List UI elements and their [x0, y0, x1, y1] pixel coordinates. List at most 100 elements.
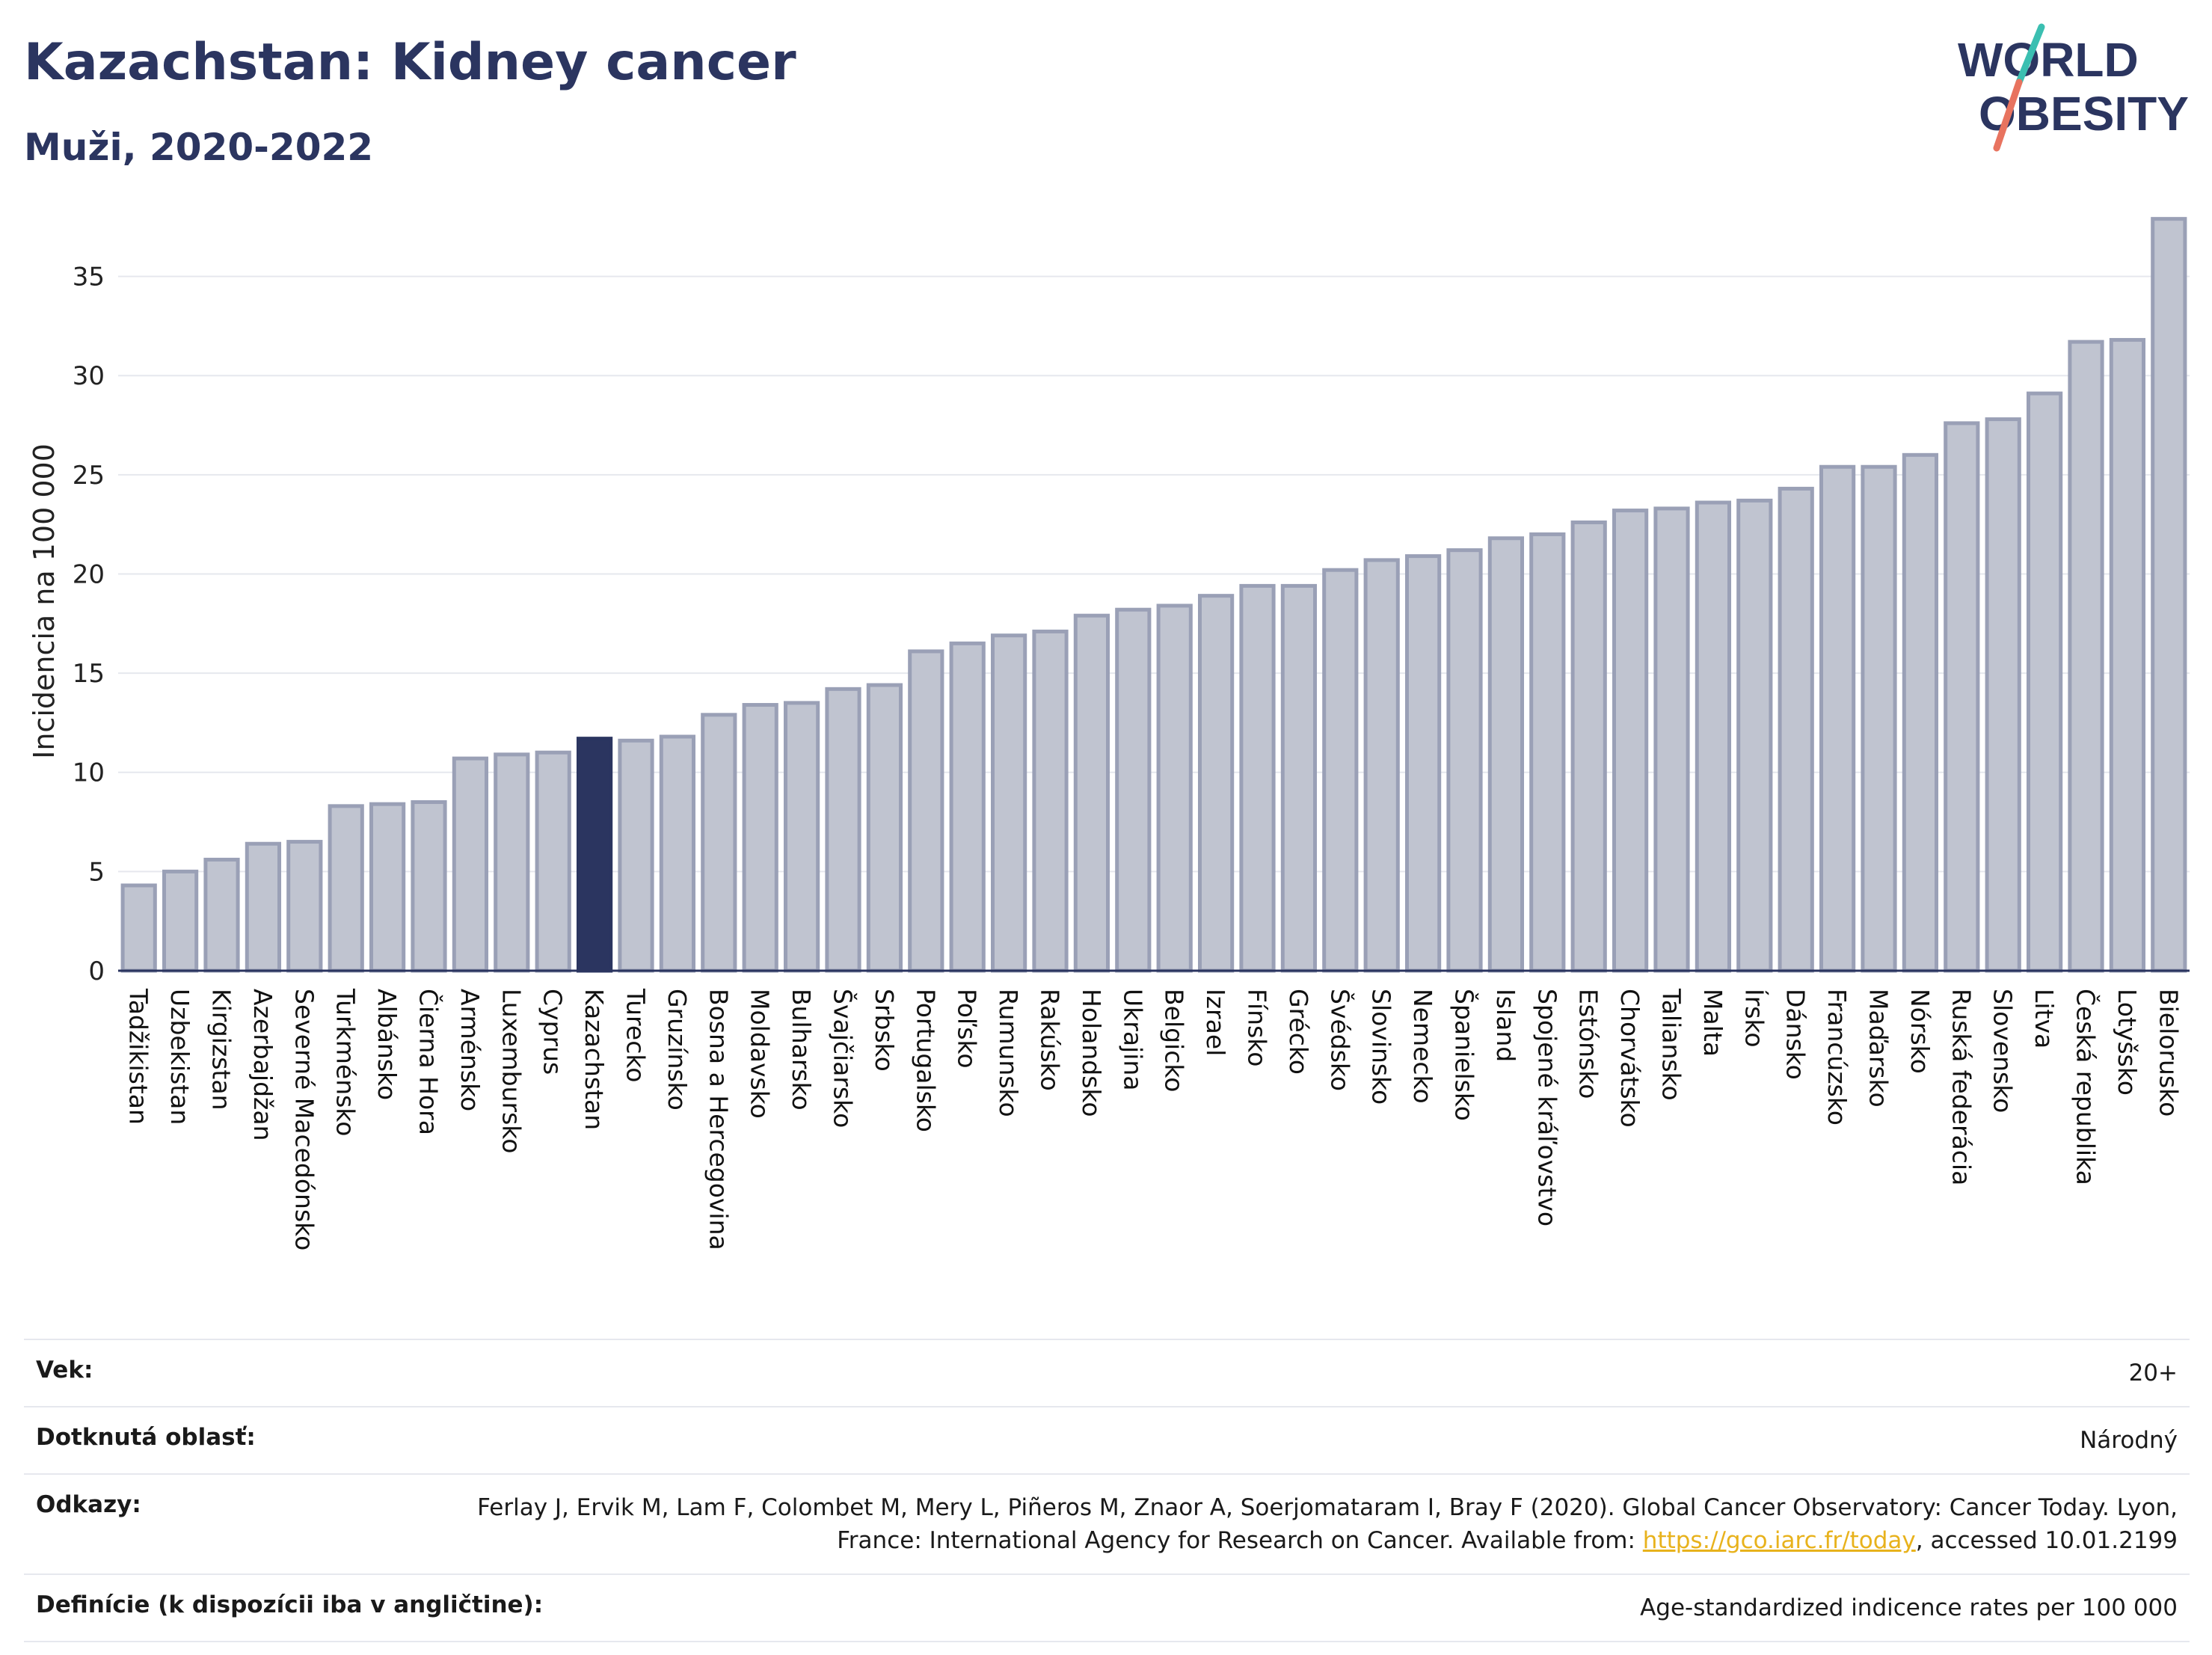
x-tick-label: Čierna Hora	[414, 989, 444, 1135]
x-tick-label: Turkménsko	[331, 988, 360, 1136]
bar[interactable]	[1819, 464, 1856, 973]
bar[interactable]	[1985, 417, 2021, 973]
bar[interactable]	[1736, 498, 1773, 973]
x-tick-label: Nemecko	[1408, 989, 1437, 1104]
bar[interactable]	[535, 750, 571, 973]
bar[interactable]	[1570, 521, 1607, 973]
bar[interactable]	[618, 738, 654, 973]
info-row-definitions: Definície (k dispozícii iba v angličtine…	[24, 1573, 2190, 1642]
bar[interactable]	[783, 701, 820, 973]
bar[interactable]	[1363, 558, 1400, 973]
y-tick-label: 30	[73, 361, 105, 391]
bar[interactable]	[990, 633, 1027, 973]
x-tick-label: Ukrajina	[1118, 989, 1147, 1091]
bar[interactable]	[825, 687, 861, 973]
bar[interactable]	[949, 641, 986, 973]
bar[interactable]	[203, 857, 240, 973]
x-tick-label: Uzbekistan	[165, 989, 194, 1125]
x-tick-label: Maďarsko	[1864, 989, 1893, 1108]
age-label: Vek:	[36, 1357, 93, 1384]
definitions-value: Age-standardized indicence rates per 100…	[1640, 1594, 2178, 1621]
bar[interactable]	[1280, 583, 1318, 973]
x-tick-label: Izrael	[1201, 989, 1230, 1056]
x-tick-label: Chorvátsko	[1615, 989, 1644, 1128]
bar[interactable]	[1197, 594, 1235, 973]
x-tick-label: Nórsko	[1905, 989, 1935, 1074]
age-value: 20+	[2128, 1360, 2178, 1387]
bar[interactable]	[120, 883, 157, 973]
x-tick-label: Litva	[2030, 989, 2059, 1048]
bar[interactable]	[2026, 391, 2063, 973]
x-tick-label: Lotyšsko	[2113, 989, 2142, 1096]
bar[interactable]	[1902, 452, 1939, 973]
bar[interactable]	[494, 752, 530, 973]
bar[interactable]	[1695, 500, 1732, 973]
bar[interactable]	[1032, 629, 1069, 973]
bar[interactable]	[286, 840, 323, 973]
bar[interactable]	[1653, 506, 1690, 973]
bar[interactable]	[452, 756, 489, 973]
bar[interactable]	[1073, 613, 1110, 973]
x-tick-label: Turecko	[621, 988, 651, 1082]
x-tick-label: Grécko	[1284, 989, 1313, 1075]
bar[interactable]	[369, 802, 406, 973]
bar[interactable]	[1322, 568, 1359, 973]
world-obesity-logo: WORLD OBESITY	[1958, 23, 2189, 152]
x-tick-label: Rumunsko	[994, 989, 1023, 1117]
bar[interactable]	[1446, 548, 1483, 973]
x-tick-label: Kazachstan	[580, 989, 609, 1130]
bar[interactable]	[1612, 509, 1649, 973]
bar[interactable]	[908, 649, 944, 973]
x-tick-label: Azerbajdžan	[248, 989, 277, 1141]
y-tick-label: 25	[73, 461, 105, 491]
x-tick-label: Bulharsko	[787, 989, 816, 1111]
bar[interactable]	[1944, 421, 1980, 973]
bar[interactable]	[2109, 337, 2146, 973]
refs-text-2: , accessed 10.01.2199	[1915, 1527, 2178, 1554]
x-tick-label: Belgicko	[1160, 989, 1189, 1093]
x-tick-label: Tadžikistan	[124, 988, 153, 1125]
x-tick-label: Bosna a Hercegovina	[704, 989, 733, 1250]
bar-highlight[interactable]	[576, 737, 613, 973]
bar-chart: 0 5 10 15 20 25 30 35 Incidencia na 100 000 Tadži…	[28, 217, 2190, 1250]
info-table: Vek: 20+ Dotknutá oblasť: Národný Odkazy…	[24, 1339, 2190, 1642]
logo-text-world: WORLD	[1958, 33, 2139, 87]
area-value: Národný	[2080, 1427, 2178, 1454]
bar[interactable]	[659, 734, 696, 973]
refs-link[interactable]: https://gco.iarc.fr/today	[1642, 1527, 1916, 1554]
bar[interactable]	[245, 841, 282, 973]
bar[interactable]	[1778, 486, 1814, 973]
x-tick-label: Srbsko	[870, 989, 899, 1072]
logo-slash-bottom	[1993, 79, 2023, 152]
bar[interactable]	[1115, 607, 1152, 973]
x-tick-label: Francúzsko	[1822, 989, 1852, 1126]
bar[interactable]	[701, 713, 737, 973]
area-label: Dotknutá oblasť:	[36, 1424, 256, 1451]
x-tick-label: Gruzínsko	[663, 989, 692, 1111]
bar[interactable]	[866, 683, 903, 973]
x-tick-label: Poľsko	[953, 989, 982, 1069]
x-tick-label: Taliansko	[1657, 988, 1686, 1101]
x-tick-label: Španielsko	[1450, 989, 1480, 1121]
x-tick-label: Moldavsko	[746, 989, 775, 1119]
bar[interactable]	[1239, 583, 1276, 973]
bar[interactable]	[2151, 217, 2187, 973]
info-row-refs: Odkazy: Ferlay J, Ervik M, Lam F, Colomb…	[24, 1473, 2190, 1573]
x-tick-label: Česká republika	[2071, 989, 2101, 1185]
bar[interactable]	[1156, 604, 1193, 973]
x-tick-label: Portugalsko	[911, 989, 940, 1132]
y-tick-label: 5	[88, 857, 105, 887]
x-tick-label: Malta	[1698, 989, 1727, 1057]
definitions-label: Definície (k dispozícii iba v angličtine…	[36, 1591, 544, 1618]
bar[interactable]	[1861, 464, 1897, 973]
y-tick-label: 0	[88, 957, 105, 986]
bar[interactable]	[328, 804, 364, 973]
bar[interactable]	[162, 869, 199, 973]
bar[interactable]	[2068, 340, 2104, 973]
bar[interactable]	[1404, 554, 1442, 973]
bar[interactable]	[1487, 536, 1525, 973]
bar[interactable]	[742, 703, 778, 973]
bar[interactable]	[411, 800, 447, 973]
refs-value: Ferlay J, Ervik M, Lam F, Colombet M, Me…	[473, 1491, 2178, 1557]
bar[interactable]	[1529, 532, 1566, 973]
